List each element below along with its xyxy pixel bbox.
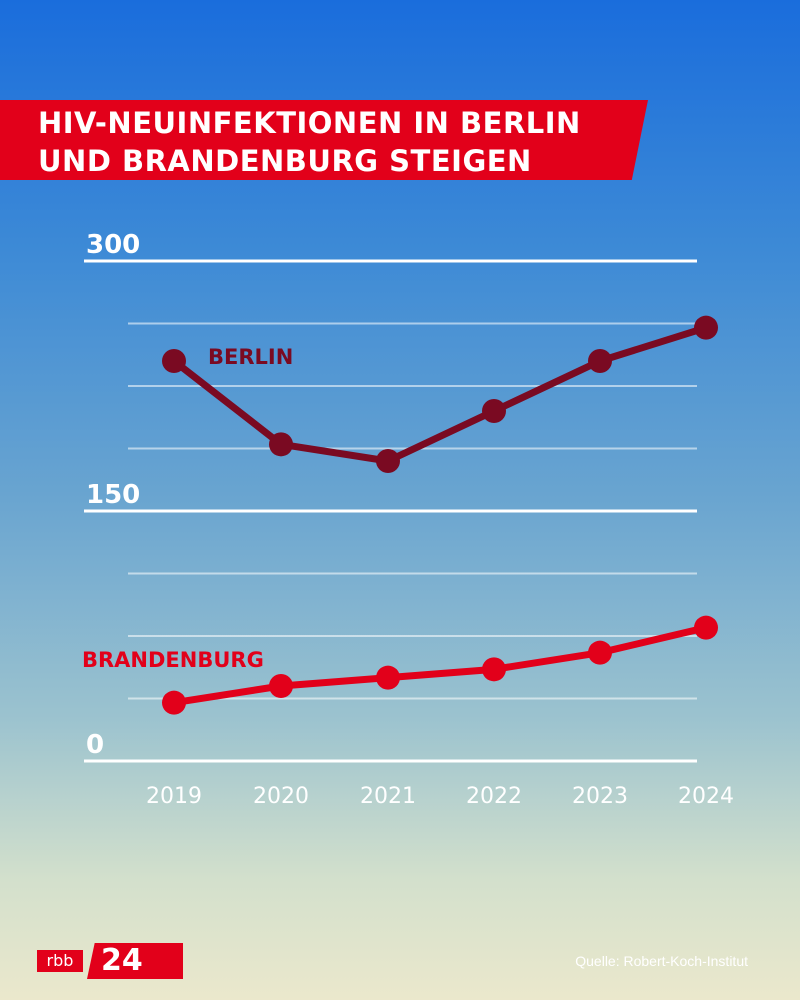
data-point-brandenburg	[588, 640, 612, 665]
logo-rbb: rbb	[37, 950, 83, 972]
series-label-brandenburg: BRANDENBURG	[82, 648, 264, 672]
source-note: Quelle: Robert-Koch-Institut	[575, 953, 748, 969]
series-line-berlin	[171, 324, 708, 465]
data-point-berlin	[588, 349, 612, 373]
series-label-berlin: BERLIN	[208, 345, 293, 369]
title-line-1: HIV-NEUINFEKTIONEN IN BERLIN	[38, 106, 581, 140]
y-tick-label: 0	[86, 730, 104, 760]
data-point-berlin	[694, 315, 718, 340]
x-tick-label: 2023	[572, 784, 628, 809]
y-tick-label: 150	[86, 480, 140, 510]
logo-24-box: 24	[87, 943, 183, 979]
chart-title: HIV-NEUINFEKTIONEN IN BERLIN UND BRANDEN…	[38, 104, 581, 180]
data-point-berlin	[269, 432, 293, 457]
x-tick-label: 2020	[253, 784, 309, 809]
data-point-berlin	[162, 349, 186, 373]
data-point-brandenburg	[269, 674, 293, 698]
data-point-brandenburg	[694, 615, 718, 640]
x-tick-label: 2019	[146, 784, 202, 809]
x-tick-label: 2022	[466, 784, 522, 809]
x-tick-label: 2024	[678, 784, 734, 809]
title-banner	[0, 100, 648, 180]
series-line-brandenburg	[173, 624, 707, 707]
data-point-berlin	[482, 399, 506, 423]
x-tick-label: 2021	[360, 784, 416, 809]
logo-24: 24	[101, 943, 143, 978]
data-point-brandenburg	[482, 657, 506, 682]
data-point-brandenburg	[376, 665, 400, 690]
data-point-brandenburg	[162, 690, 186, 715]
y-tick-label: 300	[86, 230, 140, 260]
data-point-berlin	[376, 449, 400, 473]
title-line-2: UND BRANDENBURG STEIGEN	[38, 144, 532, 178]
